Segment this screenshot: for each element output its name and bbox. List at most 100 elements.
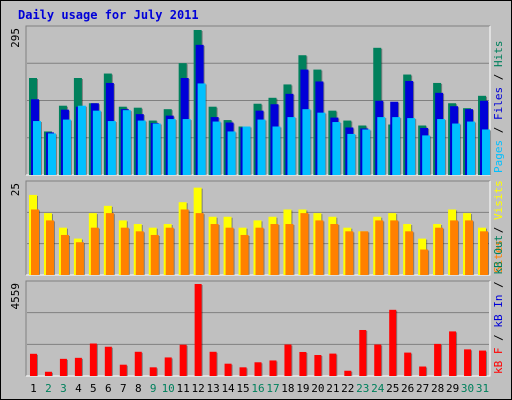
bar-kb_f-10 — [164, 357, 172, 376]
x-tick-label: 1 — [30, 382, 37, 395]
bar-kb_f-8 — [134, 351, 142, 376]
bar-sites-24 — [375, 220, 384, 275]
bar-kb_f-28 — [434, 343, 442, 376]
bar-sites-15 — [240, 234, 249, 275]
bar-sites-16 — [255, 227, 264, 275]
x-tick-label: 15 — [236, 382, 249, 395]
x-tick-label: 14 — [221, 382, 235, 395]
x-tick-label: 27 — [416, 382, 429, 395]
visitors-ymax-label: 25 — [9, 183, 22, 196]
traffic-ymax-label: 4559 — [9, 283, 22, 310]
legend-entry: Files — [492, 87, 505, 120]
x-tick-label: 8 — [135, 382, 142, 395]
bar-kb_f-1 — [29, 353, 37, 376]
bar-pages-13 — [212, 121, 221, 175]
bar-pages-5 — [92, 110, 101, 175]
bar-sites-19 — [300, 213, 309, 275]
bar-sites-14 — [225, 227, 234, 275]
bar-kb_f-26 — [404, 352, 412, 376]
bar-pages-25 — [392, 117, 401, 175]
traffic-plot-area — [26, 281, 490, 376]
bar-sites-28 — [435, 227, 444, 275]
panel-traffic: 4559 kB F / kB In / kB Out — [9, 235, 505, 377]
bar-kb_f-30 — [464, 349, 472, 376]
x-tick-label: 4 — [75, 382, 82, 395]
series-sites — [31, 209, 490, 275]
panel-usage: 295 Pages / Files / Hits — [9, 25, 505, 176]
bar-pages-22 — [347, 133, 356, 175]
bar-sites-26 — [405, 231, 414, 275]
bar-pages-29 — [452, 123, 461, 175]
x-tick-label: 13 — [206, 382, 219, 395]
legend-entry: Hits — [492, 41, 505, 68]
x-tick-label: 11 — [177, 382, 190, 395]
bar-pages-31 — [482, 129, 491, 175]
bar-kb_f-6 — [104, 346, 112, 376]
bar-pages-27 — [422, 135, 431, 175]
bar-sites-1 — [31, 209, 39, 275]
bar-sites-7 — [120, 227, 129, 275]
bar-sites-17 — [270, 224, 279, 275]
bar-sites-27 — [420, 249, 429, 275]
bar-sites-25 — [390, 220, 399, 275]
bar-pages-17 — [272, 126, 281, 175]
bar-pages-28 — [437, 119, 446, 175]
bar-kb_f-3 — [59, 358, 67, 376]
bar-kb_f-31 — [479, 350, 487, 376]
bar-pages-10 — [167, 119, 176, 175]
bar-sites-30 — [465, 220, 474, 275]
x-tick-label: 7 — [120, 382, 127, 395]
bar-pages-20 — [317, 112, 326, 175]
bar-pages-21 — [332, 122, 341, 175]
x-tick-label: 6 — [105, 382, 112, 395]
bar-sites-22 — [345, 231, 354, 275]
usage-ymax-label: 295 — [9, 28, 22, 48]
traffic-bevel-dark — [25, 280, 490, 376]
legend-entry: / — [492, 275, 505, 295]
bar-kb_f-13 — [209, 351, 217, 376]
x-tick-label: 12 — [192, 382, 205, 395]
bar-sites-29 — [450, 220, 459, 275]
bar-pages-4 — [77, 105, 86, 175]
bar-sites-23 — [360, 231, 369, 275]
bar-pages-15 — [242, 126, 251, 175]
legend-entry: / — [492, 220, 505, 240]
legend-entry: Sites — [492, 240, 505, 273]
bar-pages-7 — [122, 110, 131, 175]
bar-kb_f-7 — [119, 364, 127, 376]
bar-pages-19 — [302, 109, 311, 175]
bar-pages-6 — [107, 121, 116, 175]
bar-sites-8 — [135, 231, 144, 275]
bar-kb_f-9 — [149, 367, 157, 376]
bar-kb_f-22 — [344, 370, 352, 376]
bar-sites-31 — [480, 231, 489, 275]
bar-pages-11 — [182, 119, 191, 175]
bar-sites-21 — [330, 224, 339, 275]
legend-entry: kB In — [492, 295, 505, 328]
x-tick-label: 23 — [356, 382, 369, 395]
bar-pages-30 — [467, 121, 476, 175]
bar-pages-1 — [33, 121, 41, 175]
bar-sites-5 — [90, 227, 99, 275]
bar-sites-4 — [75, 242, 84, 275]
bar-kb_f-2 — [44, 371, 52, 376]
bar-sites-11 — [180, 209, 189, 275]
usage-bevel-dark — [25, 25, 490, 175]
bar-kb_f-5 — [89, 343, 97, 376]
x-tick-label: 2 — [45, 382, 52, 395]
x-tick-label: 25 — [386, 382, 399, 395]
bar-pages-23 — [362, 129, 371, 175]
bar-pages-12 — [197, 83, 206, 175]
legend-entry: / — [492, 328, 505, 348]
bar-sites-20 — [315, 220, 324, 275]
visitors-legend: Sites / Visits — [492, 180, 505, 273]
bar-pages-2 — [47, 133, 56, 175]
bar-kb_f-21 — [329, 353, 337, 376]
x-tick-label: 22 — [341, 382, 354, 395]
x-tick-label: 21 — [326, 382, 339, 395]
bar-pages-26 — [407, 118, 416, 175]
bar-sites-6 — [105, 213, 114, 275]
legend-entry: kB Out — [492, 235, 505, 275]
bar-kb_f-17 — [269, 360, 277, 376]
